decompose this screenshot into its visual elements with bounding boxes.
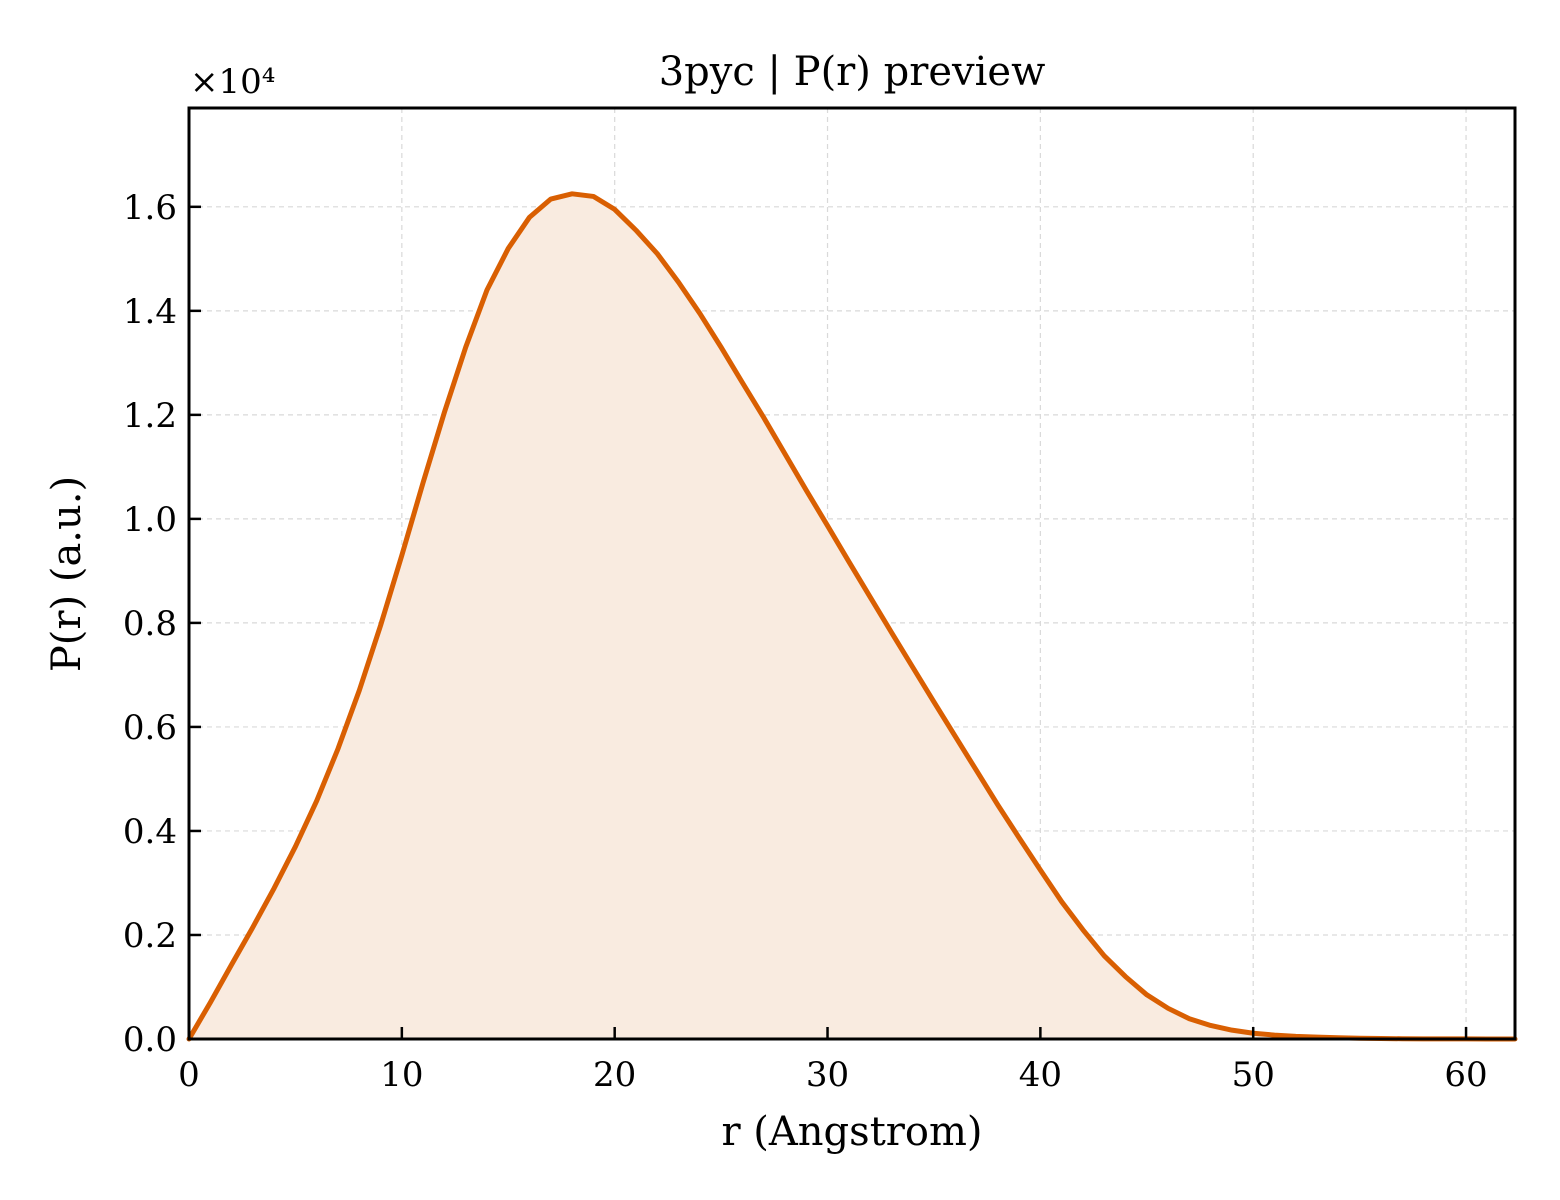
- plot-frame: [187, 106, 1517, 1041]
- x-tick-label: 10: [380, 1055, 423, 1095]
- y-tick-label: 0.2: [123, 916, 177, 956]
- area-fill: [189, 193, 1515, 1039]
- y-tick-label: 0.6: [123, 708, 177, 748]
- y-axis-label: P(r) (a.u.): [44, 476, 90, 672]
- x-tick-label: 60: [1444, 1055, 1487, 1095]
- x-tick-label: 0: [178, 1055, 200, 1095]
- y-tick-label: 1.0: [123, 500, 177, 540]
- chart-title: 3pyc | P(r) preview: [659, 49, 1046, 95]
- ticks: 0 10 20 30 40 50 60 0.0 0.2 0.4 0.6 0.8 1.0 1.2 1.4 1.6: [123, 188, 1488, 1095]
- x-axis-label: r (Angstrom): [721, 1109, 982, 1155]
- y-tick-label: 1.2: [123, 396, 177, 436]
- x-tick-label: 30: [806, 1055, 849, 1095]
- x-tick-label: 50: [1232, 1055, 1275, 1095]
- x-tick-label: 20: [593, 1055, 636, 1095]
- y-tick-label: 1.4: [123, 292, 177, 332]
- y-tick-label: 0.4: [123, 812, 177, 852]
- y-tick-label: 0.0: [123, 1020, 177, 1060]
- series-line: [186, 191, 1518, 1042]
- y-tick-label: 0.8: [123, 604, 177, 644]
- y-tick-label: 1.6: [123, 188, 177, 228]
- x-tick-label: 40: [1019, 1055, 1062, 1095]
- y-axis-multiplier: ×10⁴: [190, 62, 275, 102]
